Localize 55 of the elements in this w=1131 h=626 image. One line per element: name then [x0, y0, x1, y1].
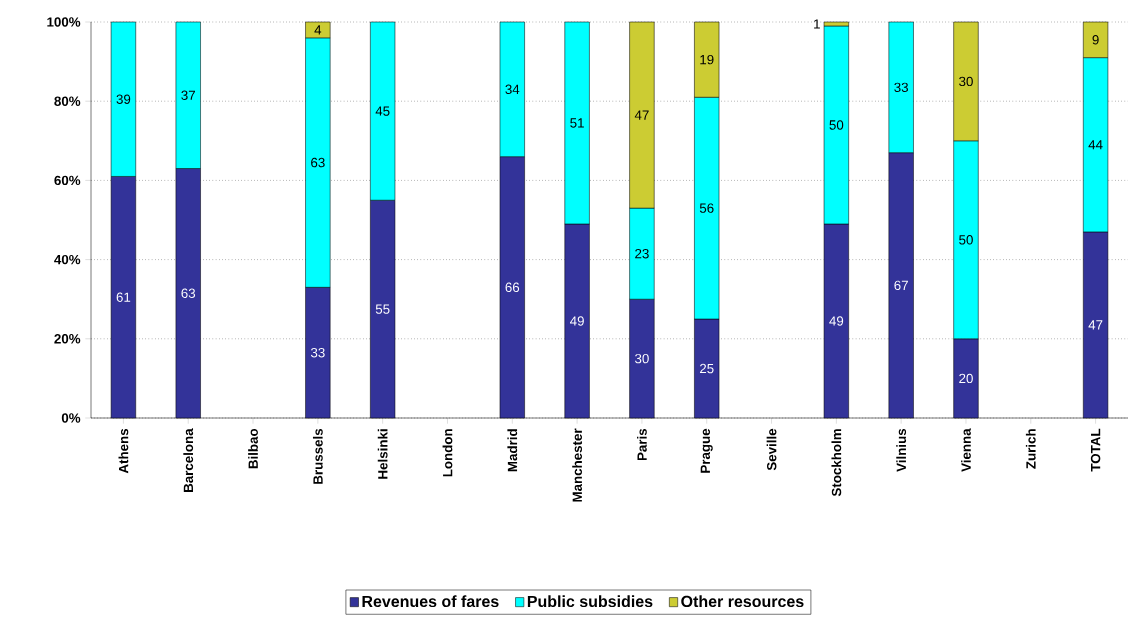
data-label: 66 [505, 282, 520, 293]
data-label: 61 [116, 292, 131, 302]
y-tick-label: 0% [61, 413, 81, 423]
legend-label: Public subsidies [527, 595, 653, 608]
data-label: 44 [1088, 140, 1103, 150]
data-label: 37 [181, 90, 195, 100]
data-label: 51 [570, 118, 584, 128]
x-tick-label: Athens [118, 428, 129, 474]
data-label: 30 [635, 353, 649, 364]
y-tick-label: 60% [54, 175, 81, 186]
data-label: 9 [1092, 35, 1099, 45]
x-tick-label: Madrid [507, 429, 518, 472]
x-tick-label: Manchester [572, 428, 582, 502]
data-label: 33 [310, 347, 325, 358]
legend-label: Other resources [681, 595, 804, 608]
x-tick-label: TOTAL [1090, 428, 1101, 472]
x-tick-label: Vienna [961, 428, 971, 472]
data-label: 47 [1088, 320, 1103, 330]
data-label: 63 [181, 288, 196, 298]
data-label: 25 [699, 363, 714, 374]
data-label: 49 [829, 316, 844, 326]
y-tick-label: 40% [54, 254, 81, 265]
data-label: 4 [314, 25, 322, 35]
y-tick-label: 80% [54, 96, 81, 106]
data-label: 49 [570, 316, 584, 326]
x-tick-label: Helsinki [377, 429, 388, 479]
y-tick-label: 20% [54, 334, 81, 344]
x-tick-label: Zurich [1025, 429, 1036, 469]
data-label: 20 [959, 373, 973, 384]
data-label: 50 [959, 235, 973, 245]
data-label: 33 [894, 82, 908, 93]
data-label: 50 [829, 120, 844, 130]
data-label: 55 [375, 304, 390, 314]
data-label: 47 [634, 110, 649, 120]
x-tick-label: Vilnius [896, 428, 907, 472]
data-label: 67 [894, 280, 908, 291]
x-tick-label: Seville [766, 428, 777, 471]
x-tick-label: Barcelona [183, 428, 194, 492]
data-label: 45 [375, 106, 390, 116]
y-tick-label: 100% [47, 17, 81, 27]
data-label: 23 [635, 248, 649, 259]
x-tick-label: Stockholm [831, 429, 842, 497]
x-tick-label: Brussels [312, 428, 323, 484]
x-tick-label: London [442, 429, 453, 477]
data-label: 19 [700, 54, 714, 65]
x-tick-label: Bilbao [248, 428, 258, 469]
data-label: 63 [311, 157, 325, 168]
x-tick-label: Paris [637, 428, 647, 461]
data-label: 56 [699, 203, 714, 213]
data-label: 1 [814, 19, 820, 29]
legend-label: Revenues of fares [362, 595, 499, 608]
data-label: 30 [959, 76, 973, 87]
x-tick-label: Prague [700, 428, 713, 473]
data-label: 39 [116, 94, 131, 104]
data-label: 34 [505, 84, 520, 95]
